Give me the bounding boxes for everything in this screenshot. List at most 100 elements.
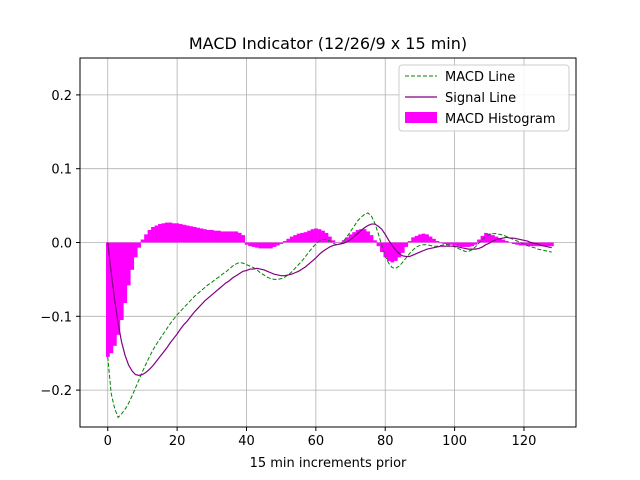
histogram-bar bbox=[438, 242, 443, 244]
histogram-bar bbox=[248, 242, 252, 247]
histogram-bar bbox=[428, 236, 433, 243]
histogram-bar bbox=[529, 242, 533, 247]
histogram-bar bbox=[397, 242, 402, 258]
histogram-bar bbox=[314, 228, 318, 243]
histogram-bar bbox=[210, 229, 214, 243]
histogram-bar bbox=[185, 225, 190, 243]
histogram-bar bbox=[269, 242, 273, 249]
histogram-bar bbox=[265, 242, 270, 249]
histogram-bar bbox=[459, 242, 464, 247]
histogram-bar bbox=[421, 233, 426, 243]
histogram-bar bbox=[286, 238, 291, 243]
histogram-bar bbox=[501, 239, 506, 243]
x-tick-label: 40 bbox=[238, 434, 255, 449]
histogram-bar bbox=[258, 242, 263, 249]
histogram-bar bbox=[227, 231, 232, 243]
legend-signal-label: Signal Line bbox=[445, 91, 516, 106]
histogram-bar bbox=[414, 235, 419, 243]
macd-line bbox=[107, 212, 552, 419]
histogram-bar bbox=[393, 242, 398, 261]
legend-histogram-swatch bbox=[405, 112, 437, 123]
y-tick-label: −0.1 bbox=[40, 310, 72, 325]
histogram-bar bbox=[147, 229, 152, 243]
histogram-bar bbox=[515, 242, 520, 245]
histogram-bar bbox=[171, 223, 176, 243]
histogram-bar bbox=[373, 240, 377, 243]
histogram-bar bbox=[223, 231, 228, 243]
y-tick-label: 0.1 bbox=[51, 163, 72, 178]
histogram-bar bbox=[126, 242, 131, 286]
histogram-bar bbox=[279, 242, 284, 244]
x-tick-label: 60 bbox=[308, 434, 325, 449]
histogram-bar bbox=[119, 242, 124, 320]
histogram-bar bbox=[303, 232, 308, 243]
histogram-bar bbox=[213, 230, 218, 243]
histogram-bar bbox=[182, 224, 187, 243]
histogram-bar bbox=[116, 242, 121, 335]
histogram-bar bbox=[161, 223, 166, 243]
histogram-bar bbox=[164, 222, 169, 243]
histogram-bar bbox=[432, 238, 436, 243]
histogram-bar bbox=[307, 230, 311, 243]
x-tick-label: 80 bbox=[377, 434, 394, 449]
histogram-bar bbox=[241, 235, 246, 243]
histogram-bar bbox=[217, 230, 221, 243]
histogram-bar bbox=[178, 224, 183, 243]
histogram-bar bbox=[234, 231, 239, 243]
histogram-bar bbox=[449, 242, 454, 245]
histogram-bar bbox=[324, 232, 329, 243]
histogram-bar bbox=[154, 225, 159, 243]
histogram-bar bbox=[220, 231, 225, 243]
histogram-bar bbox=[487, 233, 492, 243]
histogram-bar bbox=[477, 239, 481, 243]
histogram-bar bbox=[407, 241, 412, 243]
histogram-bar bbox=[404, 242, 409, 247]
histogram-bar bbox=[137, 242, 141, 248]
histogram-bar bbox=[376, 242, 381, 247]
histogram-bar bbox=[532, 242, 537, 247]
histogram-bar bbox=[112, 242, 117, 346]
histogram-bar bbox=[282, 241, 287, 243]
y-tick-label: 0.2 bbox=[51, 89, 72, 104]
histogram-bar bbox=[504, 241, 509, 243]
histogram-bar bbox=[366, 231, 370, 243]
y-axis-ticks: −0.2 −0.1 0.0 0.1 0.2 bbox=[40, 89, 80, 399]
histogram-bar bbox=[463, 242, 468, 247]
histogram-bar bbox=[255, 242, 259, 248]
x-tick-label: 100 bbox=[442, 434, 467, 449]
histogram-bar bbox=[189, 226, 194, 243]
x-tick-label: 0 bbox=[104, 434, 112, 449]
histogram-bar bbox=[341, 240, 346, 243]
histogram-bar bbox=[386, 242, 391, 261]
histogram-bar bbox=[196, 227, 200, 243]
histogram-bar bbox=[473, 242, 478, 245]
histogram-bar bbox=[109, 242, 114, 354]
histogram-bar bbox=[445, 242, 450, 245]
histogram-bar bbox=[470, 242, 474, 247]
histogram-bar bbox=[359, 229, 363, 243]
histogram-bar bbox=[244, 242, 249, 245]
histogram-bar bbox=[206, 229, 211, 243]
histogram-bar bbox=[296, 233, 301, 243]
histogram-bar bbox=[435, 241, 440, 243]
histogram-bar bbox=[497, 238, 502, 243]
histogram-bar bbox=[425, 234, 429, 243]
chart-title: MACD Indicator (12/26/9 x 15 min) bbox=[189, 34, 467, 53]
histogram-bar bbox=[133, 242, 138, 258]
histogram-bar bbox=[321, 230, 325, 243]
histogram-bar bbox=[546, 242, 551, 247]
histogram-bar bbox=[144, 234, 148, 243]
legend-box bbox=[398, 64, 570, 132]
histogram-bar bbox=[289, 236, 294, 243]
histogram-bar bbox=[369, 235, 374, 243]
histogram-bar bbox=[418, 234, 422, 243]
histogram-bar bbox=[484, 232, 488, 243]
histogram-bar bbox=[106, 242, 110, 357]
histogram-bar bbox=[262, 242, 266, 249]
x-axis-ticks: 0 20 40 60 80 100 120 bbox=[104, 427, 536, 449]
macd-histogram bbox=[106, 222, 554, 357]
histogram-bar bbox=[300, 232, 305, 243]
histogram-bar bbox=[352, 232, 357, 243]
histogram-bar bbox=[355, 229, 360, 243]
histogram-bar bbox=[275, 242, 280, 246]
